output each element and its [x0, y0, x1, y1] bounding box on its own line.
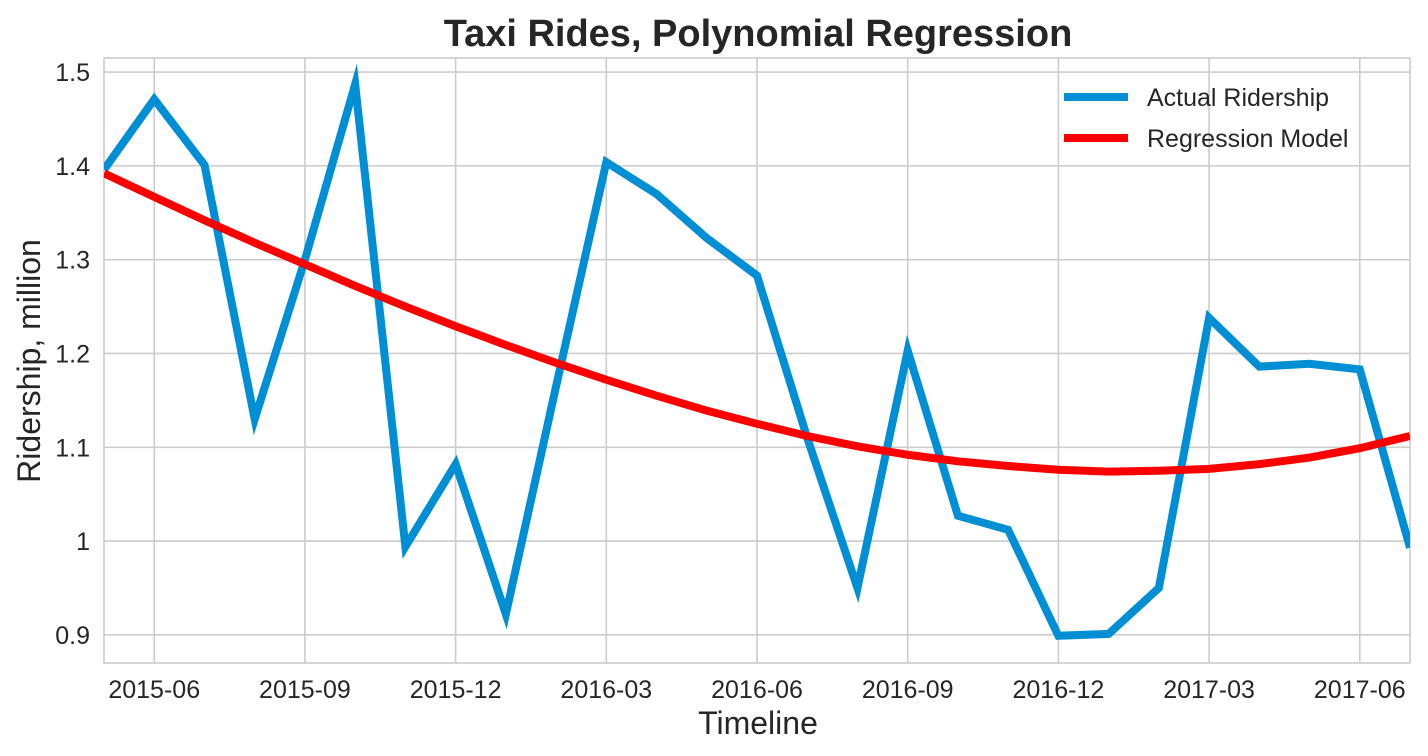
x-tick-label: 2016-06: [711, 676, 803, 704]
legend-label: Regression Model: [1147, 125, 1349, 153]
y-axis-ticks: 0.9 1 1.1 1.2 1.3 1.4 1.5: [55, 59, 90, 650]
x-tick-label: 2015-12: [410, 676, 502, 704]
y-tick-label: 1.5: [55, 59, 90, 87]
plot-area-border: [103, 57, 1411, 664]
y-tick-label: 1.2: [55, 340, 90, 368]
x-tick-label: 2016-09: [862, 676, 954, 704]
y-tick-label: 1.1: [55, 434, 90, 462]
plot-frame: [103, 57, 1411, 664]
legend-label: Actual Ridership: [1147, 84, 1329, 112]
chart-title: Taxi Rides, Polynomial Regression: [444, 13, 1073, 55]
x-tick-label: 2017-03: [1163, 676, 1255, 704]
legend: Actual Ridership Regression Model: [1064, 84, 1349, 153]
y-tick-label: 0.9: [55, 622, 90, 650]
y-tick-label: 1: [76, 528, 90, 556]
x-axis-label: Timeline: [698, 705, 818, 741]
x-tick-label: 2016-12: [1013, 676, 1105, 704]
x-tick-label: 2015-09: [259, 676, 351, 704]
y-tick-label: 1.4: [55, 153, 90, 181]
series-line-actual-ridership: [104, 63, 1410, 640]
x-axis-ticks: 2015-06 2015-09 2015-12 2016-03 2016-06 2016-…: [108, 676, 1405, 704]
x-tick-label: 2015-06: [108, 676, 200, 704]
series-lines: [104, 63, 1410, 640]
y-tick-label: 1.3: [55, 247, 90, 275]
x-tick-label: 2017-06: [1314, 676, 1406, 704]
x-tick-label: 2016-03: [560, 676, 652, 704]
y-axis-label: Ridership, million: [11, 239, 47, 483]
series-line-regression-model: [104, 169, 1410, 476]
